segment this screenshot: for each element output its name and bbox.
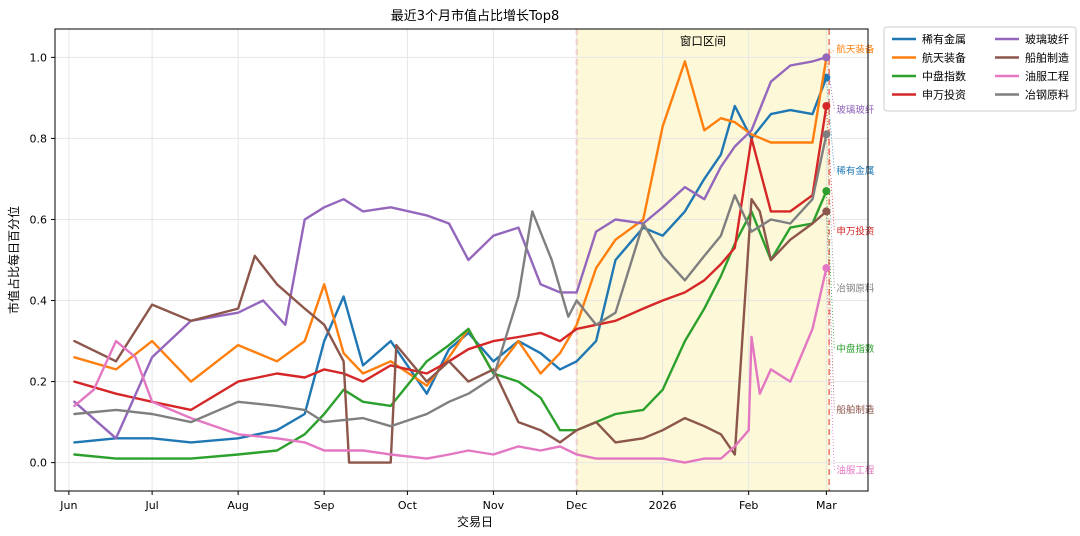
series-end-label-8: 冶钢原料 [836, 282, 875, 294]
series-end-label-2: 航天装备 [836, 43, 875, 55]
legend-label-8: 冶钢原料 [1025, 88, 1069, 102]
legend-label-7: 油服工程 [1025, 69, 1069, 83]
series-end-label-1: 稀有金属 [836, 165, 874, 177]
series-end-label-7: 油服工程 [836, 465, 875, 477]
legend-box [883, 26, 1077, 112]
legend-label-5: 玻璃玻纤 [1025, 32, 1069, 46]
x-tick-label: Dec [566, 499, 587, 512]
x-tick-label: Jul [144, 499, 158, 512]
series-line-5 [73, 56, 828, 440]
x-tick-label: Sep [314, 499, 335, 512]
series-line-6 [73, 197, 828, 464]
legend-label-4: 申万投资 [922, 88, 966, 102]
series-end-label-4: 申万投资 [836, 226, 875, 238]
x-axis-label: 交易日 [457, 514, 493, 529]
x-tick-label: Mar [816, 499, 837, 512]
x-tick-label: Nov [483, 499, 505, 512]
y-tick-label: 0.2 [30, 376, 48, 389]
x-tick-label: Oct [398, 499, 418, 512]
series-end-connector-1 [825, 77, 835, 171]
x-tick-label: Aug [227, 499, 248, 512]
chart-title: 最近3个月市值占比增长Top8 [391, 8, 559, 24]
series-end-label-3: 中盘指数 [836, 343, 875, 355]
legend-label-3: 中盘指数 [922, 69, 966, 83]
series-line-8 [73, 133, 828, 428]
x-tick-label: 2026 [649, 499, 677, 512]
x-tick-label: Feb [739, 499, 758, 512]
x-tick-label: Jun [59, 499, 77, 512]
legend-label-1: 稀有金属 [922, 32, 966, 46]
series-line-2 [73, 56, 828, 387]
series-end-connector-2 [826, 48, 835, 58]
y-tick-label: 0.0 [30, 457, 48, 470]
series-end-connector-6 [825, 211, 835, 410]
y-tick-label: 0.8 [30, 132, 48, 145]
plot-frame [54, 28, 869, 492]
y-tick-label: 0.6 [30, 213, 48, 226]
series-end-label-6: 船舶制造 [836, 404, 875, 416]
legend-label-2: 航天装备 [922, 51, 966, 65]
y-tick-label: 0.4 [30, 295, 48, 308]
series-line-7 [73, 266, 828, 464]
series-line-4 [73, 104, 828, 412]
series-end-connector-7 [825, 268, 835, 471]
series-line-1 [73, 76, 828, 444]
y-axis-label: 市值占比每日百分位 [6, 206, 21, 314]
y-tick-label: 1.0 [30, 51, 48, 64]
axes-layer: 0.0 0.2 0.4 0.6 0.8 1.0 Jun Jul Aug Sep Oct Nov Dec 2… [30, 28, 869, 512]
series-end-label-5: 玻璃玻纤 [836, 104, 875, 116]
legend-label-6: 船舶制造 [1025, 51, 1069, 65]
window-label: 窗口区间 [680, 34, 726, 48]
